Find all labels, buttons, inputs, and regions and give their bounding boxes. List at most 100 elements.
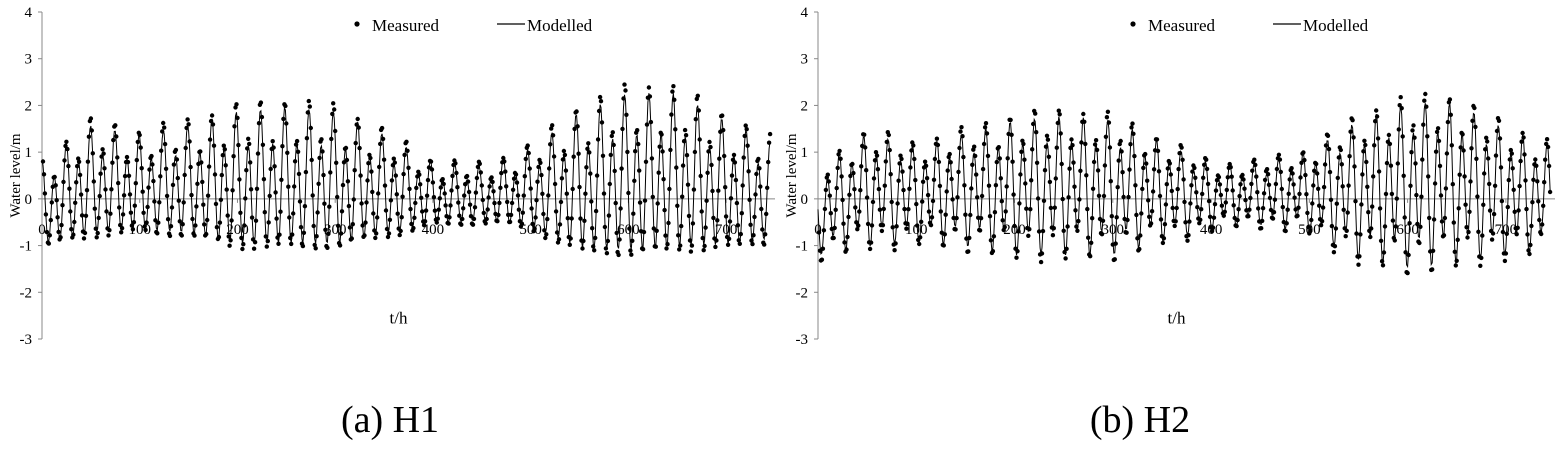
measured-point bbox=[991, 234, 997, 239]
measured-point bbox=[103, 187, 108, 192]
measured-point bbox=[1024, 206, 1029, 211]
measured-point bbox=[668, 147, 673, 153]
measured-point bbox=[392, 160, 397, 165]
measured-point bbox=[1151, 167, 1157, 172]
measured-point bbox=[1185, 238, 1190, 243]
measured-point bbox=[1462, 174, 1467, 179]
measured-point bbox=[1278, 169, 1283, 175]
measured-point bbox=[334, 160, 339, 165]
y-tick-label: -1 bbox=[20, 239, 33, 255]
x-axis-label: t/h bbox=[1168, 309, 1186, 328]
measured-point bbox=[393, 173, 398, 178]
measured-point bbox=[216, 234, 222, 240]
measured-point bbox=[887, 147, 892, 153]
measured-point bbox=[1485, 139, 1490, 144]
measured-point bbox=[495, 219, 500, 224]
measured-point bbox=[140, 189, 145, 194]
legend-label-measured: Measured bbox=[1148, 16, 1216, 35]
measured-point bbox=[554, 230, 560, 235]
measured-point bbox=[364, 200, 369, 205]
measured-point bbox=[1505, 204, 1510, 210]
measured-point bbox=[418, 182, 423, 187]
measured-point bbox=[948, 160, 953, 165]
measured-point bbox=[901, 187, 906, 193]
measured-point bbox=[77, 172, 83, 178]
measured-point bbox=[290, 232, 295, 237]
measured-point bbox=[1160, 240, 1166, 246]
measured-point bbox=[1085, 206, 1090, 212]
measured-point bbox=[583, 191, 588, 196]
measured-point bbox=[1340, 184, 1345, 189]
measured-point bbox=[1120, 170, 1125, 175]
measured-point bbox=[114, 134, 119, 139]
measured-point bbox=[590, 226, 595, 231]
measured-point bbox=[225, 213, 230, 218]
measured-point bbox=[344, 157, 350, 163]
measured-point bbox=[1225, 175, 1230, 180]
measured-point bbox=[707, 139, 712, 145]
measured-point bbox=[984, 131, 990, 136]
measured-point bbox=[210, 122, 216, 127]
measured-point bbox=[277, 232, 282, 237]
measured-point bbox=[1389, 191, 1395, 197]
measured-point bbox=[1254, 174, 1259, 179]
measured-point bbox=[633, 149, 638, 154]
measured-point bbox=[90, 151, 96, 156]
measured-point bbox=[958, 129, 963, 134]
measured-point bbox=[1493, 153, 1499, 158]
measured-point bbox=[1135, 236, 1140, 241]
measured-point bbox=[1126, 194, 1131, 200]
measured-point bbox=[1306, 224, 1311, 230]
measured-point bbox=[180, 222, 185, 227]
measured-point bbox=[1502, 258, 1508, 264]
measured-point bbox=[1034, 130, 1039, 135]
measured-point bbox=[1242, 186, 1247, 191]
measured-point bbox=[96, 215, 101, 221]
measured-point bbox=[286, 184, 291, 189]
measured-point bbox=[355, 116, 360, 122]
measured-point bbox=[1034, 160, 1040, 165]
measured-point bbox=[1207, 214, 1213, 219]
measured-point bbox=[1523, 178, 1528, 183]
measured-point bbox=[665, 242, 670, 247]
measured-point bbox=[911, 143, 916, 148]
measured-point bbox=[1179, 145, 1184, 150]
measured-point bbox=[1224, 187, 1229, 193]
measured-point bbox=[79, 213, 85, 218]
measured-point bbox=[486, 195, 491, 200]
measured-point bbox=[637, 168, 642, 173]
measured-point bbox=[478, 170, 483, 175]
measured-point bbox=[610, 130, 615, 135]
measured-point bbox=[835, 165, 840, 171]
measured-point bbox=[391, 156, 396, 161]
measured-point bbox=[886, 132, 891, 138]
measured-point bbox=[249, 215, 255, 220]
measured-point bbox=[368, 155, 373, 161]
measured-point bbox=[401, 171, 406, 177]
measured-point bbox=[1336, 155, 1341, 160]
measured-point bbox=[994, 159, 999, 165]
measured-point bbox=[1045, 137, 1051, 142]
measured-point bbox=[117, 205, 122, 210]
measured-point bbox=[1129, 125, 1134, 130]
measured-point bbox=[1487, 208, 1493, 213]
measured-point bbox=[212, 172, 218, 177]
measured-point bbox=[398, 228, 403, 234]
measured-point bbox=[1079, 140, 1084, 145]
measured-point bbox=[587, 150, 592, 155]
measured-point bbox=[1530, 200, 1535, 205]
measured-point bbox=[1198, 217, 1203, 222]
measured-point bbox=[151, 178, 156, 184]
measured-point bbox=[760, 227, 765, 232]
measured-point bbox=[1396, 127, 1401, 132]
measured-point bbox=[1506, 177, 1511, 183]
measured-point bbox=[621, 96, 626, 101]
measured-point bbox=[1364, 159, 1369, 165]
measured-point bbox=[1393, 224, 1398, 229]
measured-point bbox=[1017, 201, 1022, 206]
measured-point bbox=[405, 148, 410, 153]
measured-point bbox=[576, 151, 581, 156]
measured-point bbox=[1319, 219, 1325, 224]
measured-point bbox=[362, 233, 367, 238]
measured-point bbox=[1489, 237, 1495, 242]
